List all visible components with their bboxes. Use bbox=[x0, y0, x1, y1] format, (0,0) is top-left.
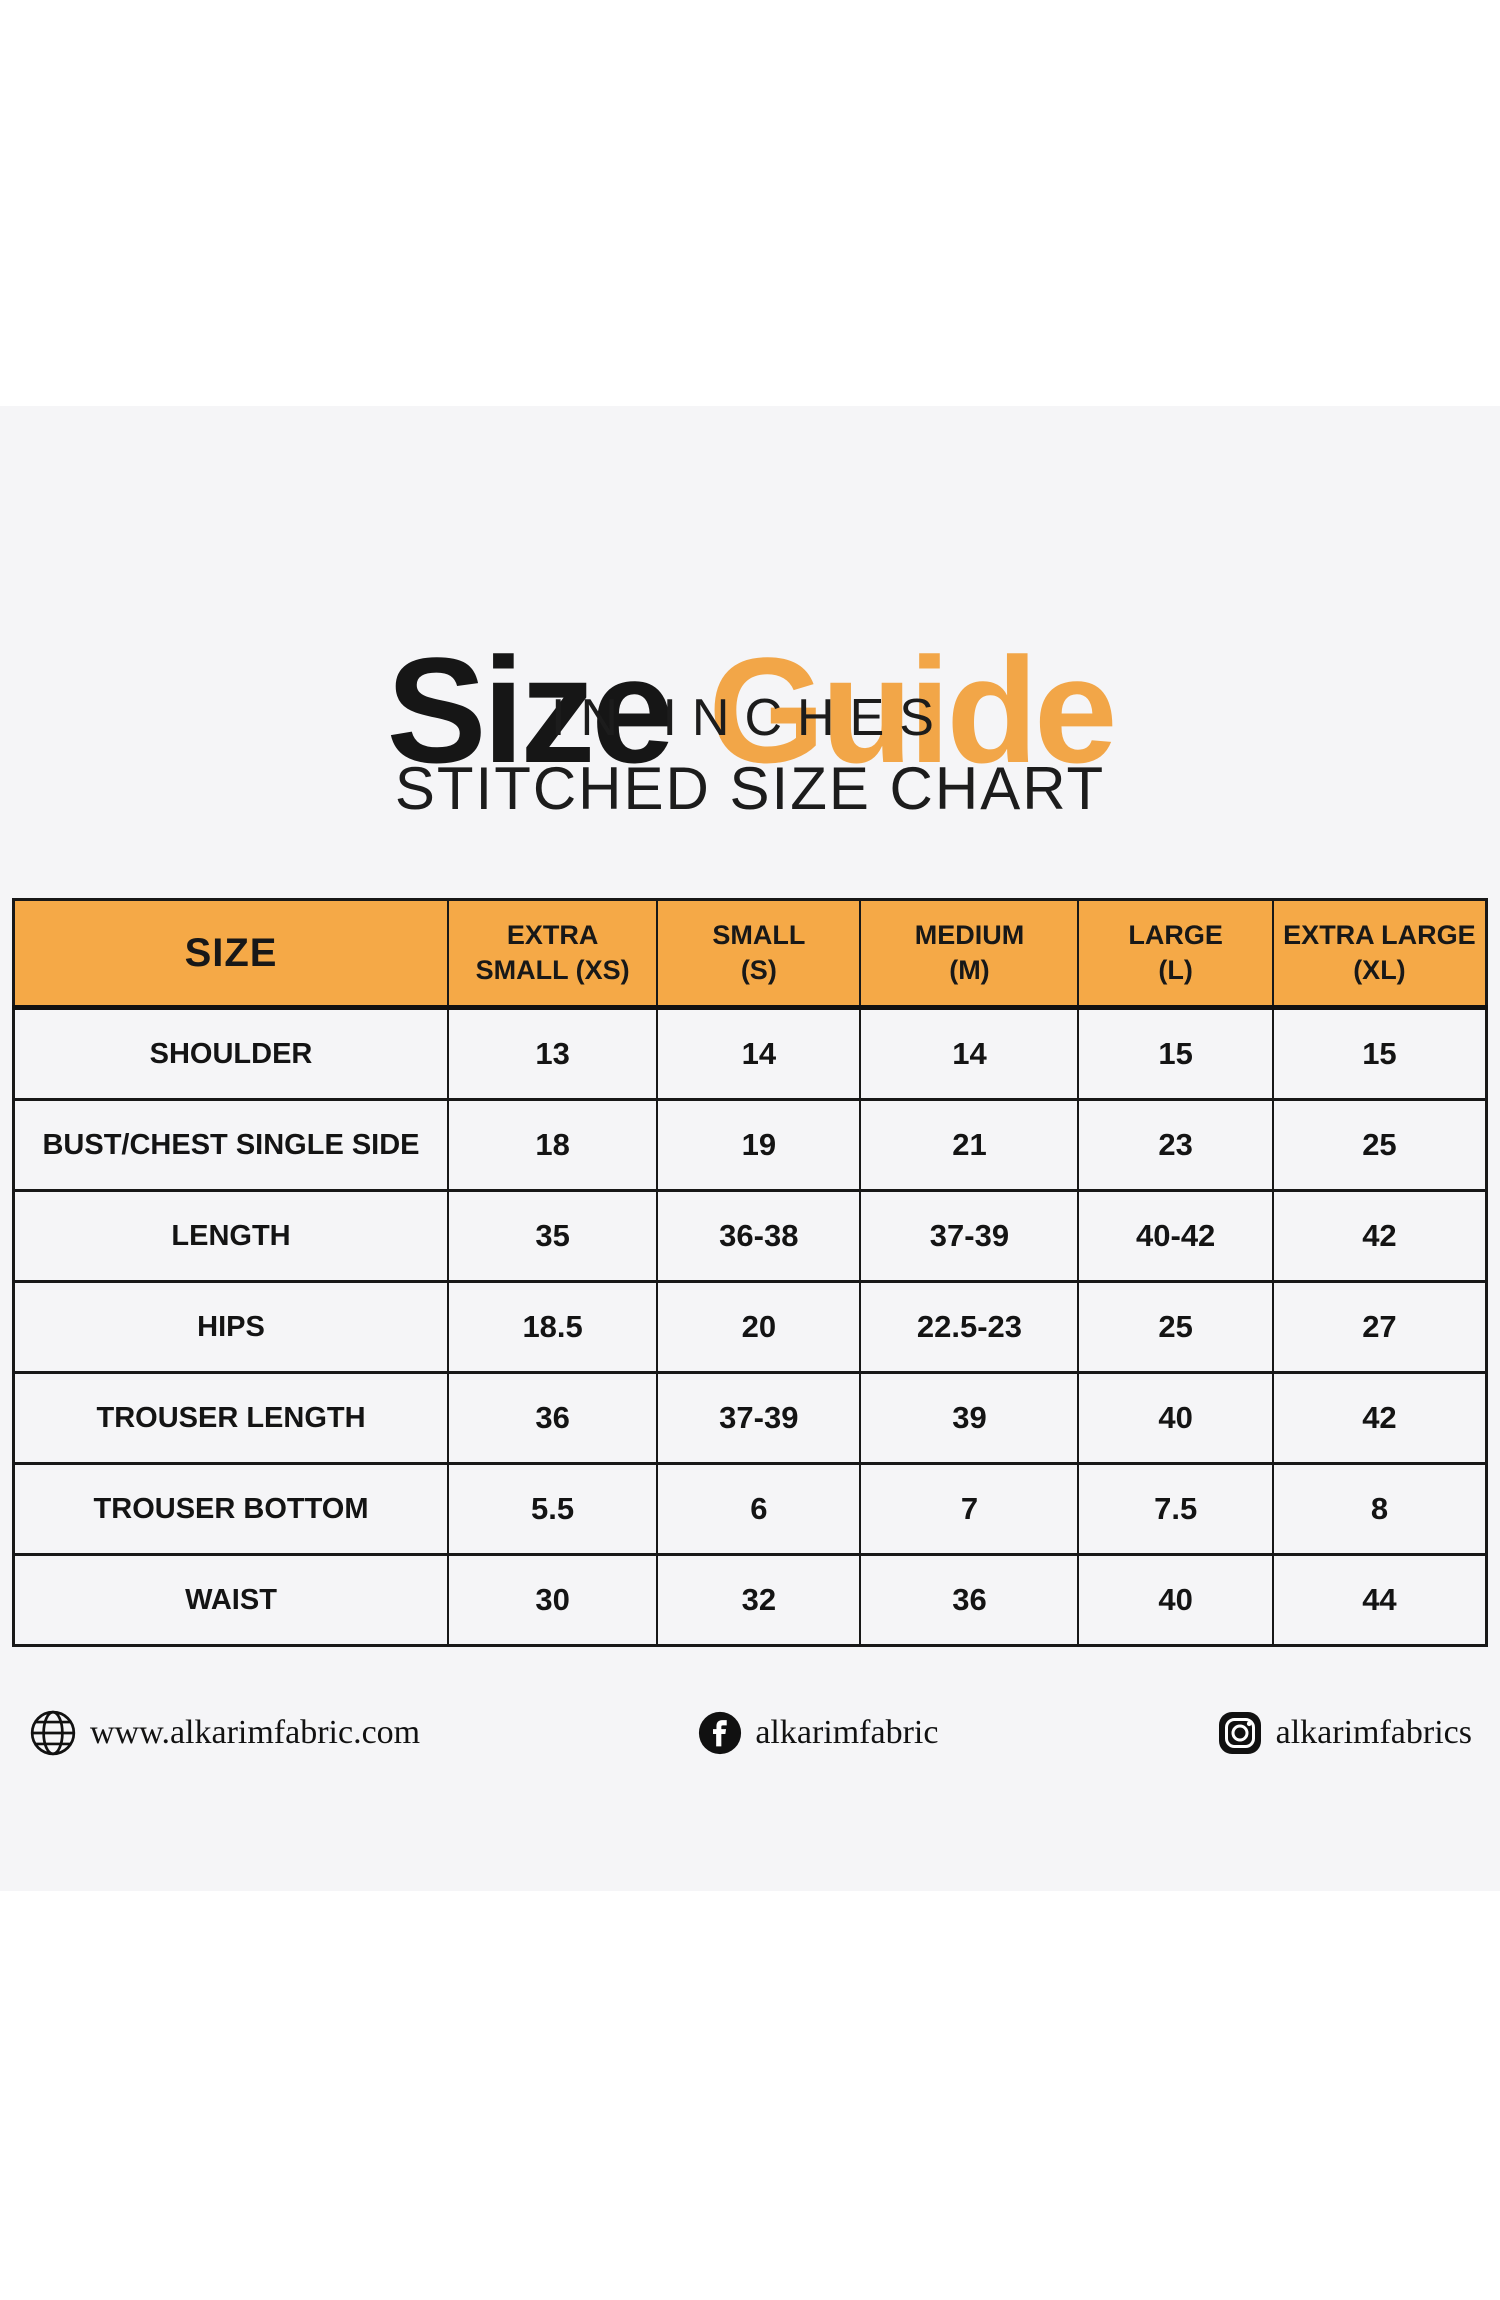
size-value: 19 bbox=[656, 1098, 862, 1192]
row-label-trouser-length: TROUSER LENGTH bbox=[12, 1371, 450, 1465]
subtitle-stitched-size-chart: STITCHED SIZE CHART bbox=[394, 755, 1106, 822]
size-value: 14 bbox=[859, 1006, 1080, 1101]
size-chart-table: SIZE EXTRA SMALL (XS) SMALL (S) MEDIUM (… bbox=[12, 898, 1488, 1647]
page-title: Size Guide bbox=[0, 635, 1500, 785]
website-text: www.alkarimfabric.com bbox=[90, 1714, 421, 1751]
size-value: 8 bbox=[1271, 1462, 1488, 1556]
facebook-handle-text: alkarimfabric bbox=[755, 1714, 939, 1751]
size-value: 15 bbox=[1271, 1006, 1488, 1101]
table-row-length: LENGTH 35 36-38 37-39 40-42 42 bbox=[12, 1189, 1488, 1283]
header-extra-small: EXTRA SMALL (XS) bbox=[447, 898, 659, 1010]
table-row-hips: HIPS 18.5 20 22.5-23 25 27 bbox=[12, 1280, 1488, 1374]
size-value: 44 bbox=[1271, 1553, 1488, 1647]
subtitle-in-inches: IN INCHES bbox=[551, 689, 949, 747]
size-value: 23 bbox=[1077, 1098, 1274, 1192]
size-value: 35 bbox=[447, 1189, 659, 1283]
size-value: 36-38 bbox=[656, 1189, 862, 1283]
table-row-trouser-bottom: TROUSER BOTTOM 5.5 6 7 7.5 8 bbox=[12, 1462, 1488, 1556]
instagram-handle-text: alkarimfabrics bbox=[1275, 1714, 1472, 1751]
size-guide-panel: Size Guide IN INCHES STITCHED SIZE CHART… bbox=[0, 406, 1500, 1891]
size-value: 36 bbox=[859, 1553, 1080, 1647]
row-label-trouser-bottom: TROUSER BOTTOM bbox=[12, 1462, 450, 1556]
size-value: 18.5 bbox=[447, 1280, 659, 1374]
header-small: SMALL (S) bbox=[656, 898, 862, 1010]
size-value: 25 bbox=[1271, 1098, 1488, 1192]
header-size: SIZE bbox=[12, 898, 450, 1010]
size-value: 25 bbox=[1077, 1280, 1274, 1374]
table-row-shoulder: SHOULDER 13 14 14 15 15 bbox=[12, 1006, 1488, 1101]
size-value: 6 bbox=[656, 1462, 862, 1556]
size-value: 27 bbox=[1271, 1280, 1488, 1374]
size-value: 21 bbox=[859, 1098, 1080, 1192]
size-value: 36 bbox=[447, 1371, 659, 1465]
row-label-bust-chest: BUST/CHEST SINGLE SIDE bbox=[12, 1098, 450, 1192]
size-value: 7.5 bbox=[1077, 1462, 1274, 1556]
facebook-icon bbox=[697, 1710, 743, 1756]
size-value: 32 bbox=[656, 1553, 862, 1647]
size-value: 37-39 bbox=[656, 1371, 862, 1465]
instagram-icon bbox=[1216, 1709, 1264, 1757]
globe-icon bbox=[28, 1708, 78, 1758]
size-value: 40 bbox=[1077, 1371, 1274, 1465]
footer-instagram: alkarimfabrics bbox=[1216, 1709, 1472, 1757]
header-medium: MEDIUM (M) bbox=[859, 898, 1080, 1010]
title-word-size: Size bbox=[386, 625, 675, 794]
size-value: 42 bbox=[1271, 1371, 1488, 1465]
header-extra-large: EXTRA LARGE (XL) bbox=[1271, 898, 1488, 1010]
title-word-guide: Guide bbox=[708, 625, 1117, 794]
table-row-trouser-length: TROUSER LENGTH 36 37-39 39 40 42 bbox=[12, 1371, 1488, 1465]
header-row: SIZE EXTRA SMALL (XS) SMALL (S) MEDIUM (… bbox=[12, 898, 1488, 1010]
size-value: 37-39 bbox=[859, 1189, 1080, 1283]
footer: www.alkarimfabric.com alkarimfabric bbox=[0, 1708, 1500, 1758]
header-large: LARGE (L) bbox=[1077, 898, 1274, 1010]
size-value: 15 bbox=[1077, 1006, 1274, 1101]
size-value: 40 bbox=[1077, 1553, 1274, 1647]
row-label-waist: WAIST bbox=[12, 1553, 450, 1647]
footer-website: www.alkarimfabric.com bbox=[28, 1708, 420, 1758]
size-value: 22.5-23 bbox=[859, 1280, 1080, 1374]
row-label-hips: HIPS bbox=[12, 1280, 450, 1374]
size-value: 39 bbox=[859, 1371, 1080, 1465]
size-value: 20 bbox=[656, 1280, 862, 1374]
size-value: 42 bbox=[1271, 1189, 1488, 1283]
table-row-bust-chest: BUST/CHEST SINGLE SIDE 18 19 21 23 25 bbox=[12, 1098, 1488, 1192]
size-value: 30 bbox=[447, 1553, 659, 1647]
size-value: 13 bbox=[447, 1006, 659, 1101]
size-value: 18 bbox=[447, 1098, 659, 1192]
size-value: 14 bbox=[656, 1006, 862, 1101]
size-value: 5.5 bbox=[447, 1462, 659, 1556]
size-value: 40-42 bbox=[1077, 1189, 1274, 1283]
footer-facebook: alkarimfabric bbox=[697, 1710, 938, 1756]
row-label-length: LENGTH bbox=[12, 1189, 450, 1283]
table-row-waist: WAIST 30 32 36 40 44 bbox=[12, 1553, 1488, 1647]
row-label-shoulder: SHOULDER bbox=[12, 1006, 450, 1101]
size-value: 7 bbox=[859, 1462, 1080, 1556]
